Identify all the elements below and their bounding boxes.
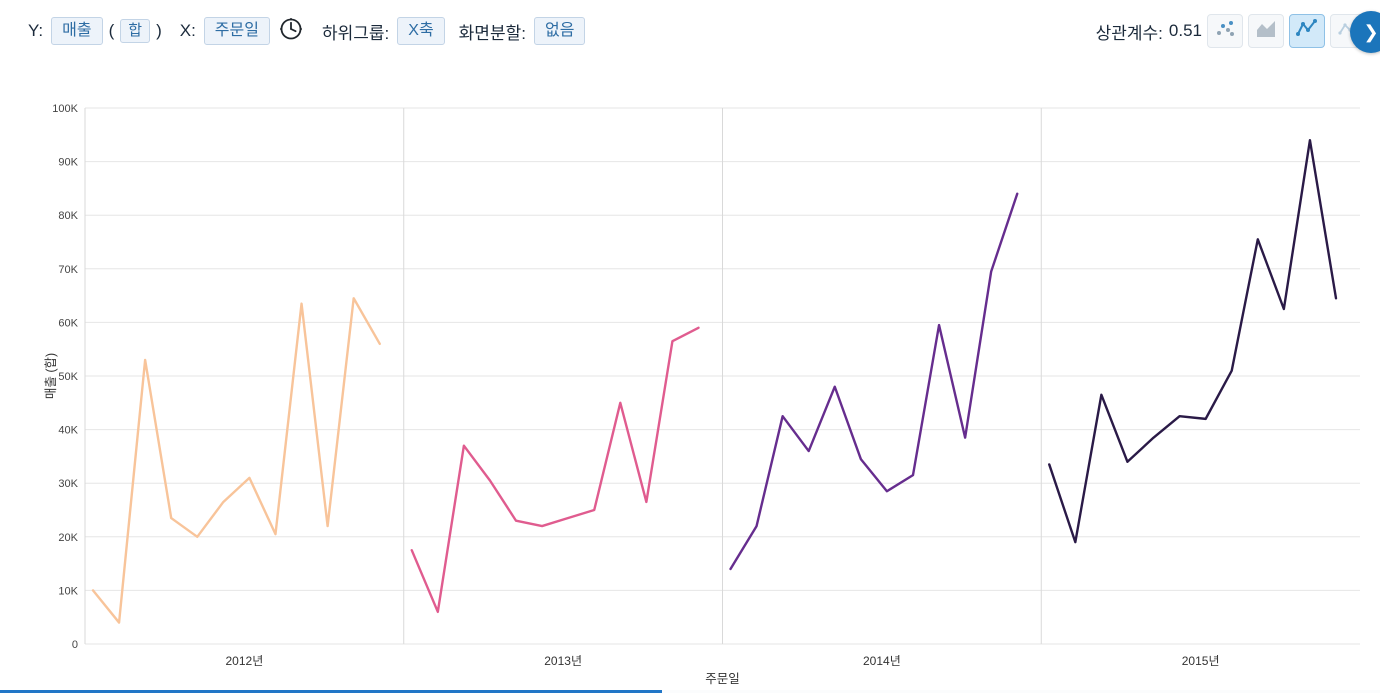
paren-open: ( <box>109 21 115 41</box>
svg-text:주문일: 주문일 <box>705 672 740 686</box>
subgroup-label: 하위그룹: <box>322 19 389 44</box>
split-screen-button[interactable]: 없음 <box>534 17 585 44</box>
series-2012년 <box>93 298 380 622</box>
svg-text:60K: 60K <box>58 317 78 329</box>
time-settings-button[interactable] <box>278 16 304 47</box>
svg-text:80K: 80K <box>58 210 78 222</box>
svg-text:50K: 50K <box>58 371 78 383</box>
clock-icon <box>278 16 304 47</box>
svg-text:90K: 90K <box>58 157 78 169</box>
toolbar-right-group: 상관계수: 0.51 <box>1096 14 1366 48</box>
toolbar: Y: 매출 ( 합 ) X: 주문일 하위그룹: X축 화면분할: 없음 상관계… <box>0 0 1380 62</box>
y-axis-label: Y: <box>28 21 43 41</box>
paren-close: ) <box>156 21 162 41</box>
area-chart-icon <box>1254 17 1278 46</box>
area-chart-type-button[interactable] <box>1248 14 1284 48</box>
line-chart-type-button[interactable] <box>1289 14 1325 48</box>
correlation-label: 상관계수: <box>1096 19 1163 44</box>
scatter-chart-type-button[interactable] <box>1207 14 1243 48</box>
svg-text:10K: 10K <box>58 585 78 597</box>
svg-text:40K: 40K <box>58 425 78 437</box>
svg-text:70K: 70K <box>58 264 78 276</box>
chart-area: 0 10K 20K 30K 40K 50K 60K 70K 80K 90K 100K 2012년 201… <box>0 93 1380 693</box>
chevron-right-icon: ❯ <box>1363 22 1378 43</box>
y-aggregation-button[interactable]: 합 <box>120 19 150 43</box>
x-field-button[interactable]: 주문일 <box>204 17 270 44</box>
svg-text:2013년: 2013년 <box>544 654 582 668</box>
svg-text:100K: 100K <box>52 103 78 115</box>
series-2015년 <box>1049 140 1336 542</box>
split-screen-label: 화면분할: <box>459 19 526 44</box>
series-2013년 <box>412 328 699 612</box>
svg-text:2015년: 2015년 <box>1182 654 1220 668</box>
subgroup-button[interactable]: X축 <box>397 17 444 44</box>
svg-text:30K: 30K <box>58 478 78 490</box>
svg-text:20K: 20K <box>58 532 78 544</box>
series-2014년 <box>731 194 1018 569</box>
svg-text:2014년: 2014년 <box>863 654 901 668</box>
sales-by-orderdate-line-chart[interactable]: 0 10K 20K 30K 40K 50K 60K 70K 80K 90K 100K 2012년 201… <box>0 93 1380 693</box>
y-field-button[interactable]: 매출 <box>51 17 102 44</box>
svg-text:매출 (합): 매출 (합) <box>44 353 58 399</box>
x-axis-label: X: <box>180 21 196 41</box>
correlation-value: 0.51 <box>1169 21 1202 41</box>
svg-text:2012년: 2012년 <box>226 654 264 668</box>
line-chart-icon <box>1295 17 1319 46</box>
svg-text:0: 0 <box>72 639 78 651</box>
scatter-chart-icon <box>1213 17 1237 46</box>
